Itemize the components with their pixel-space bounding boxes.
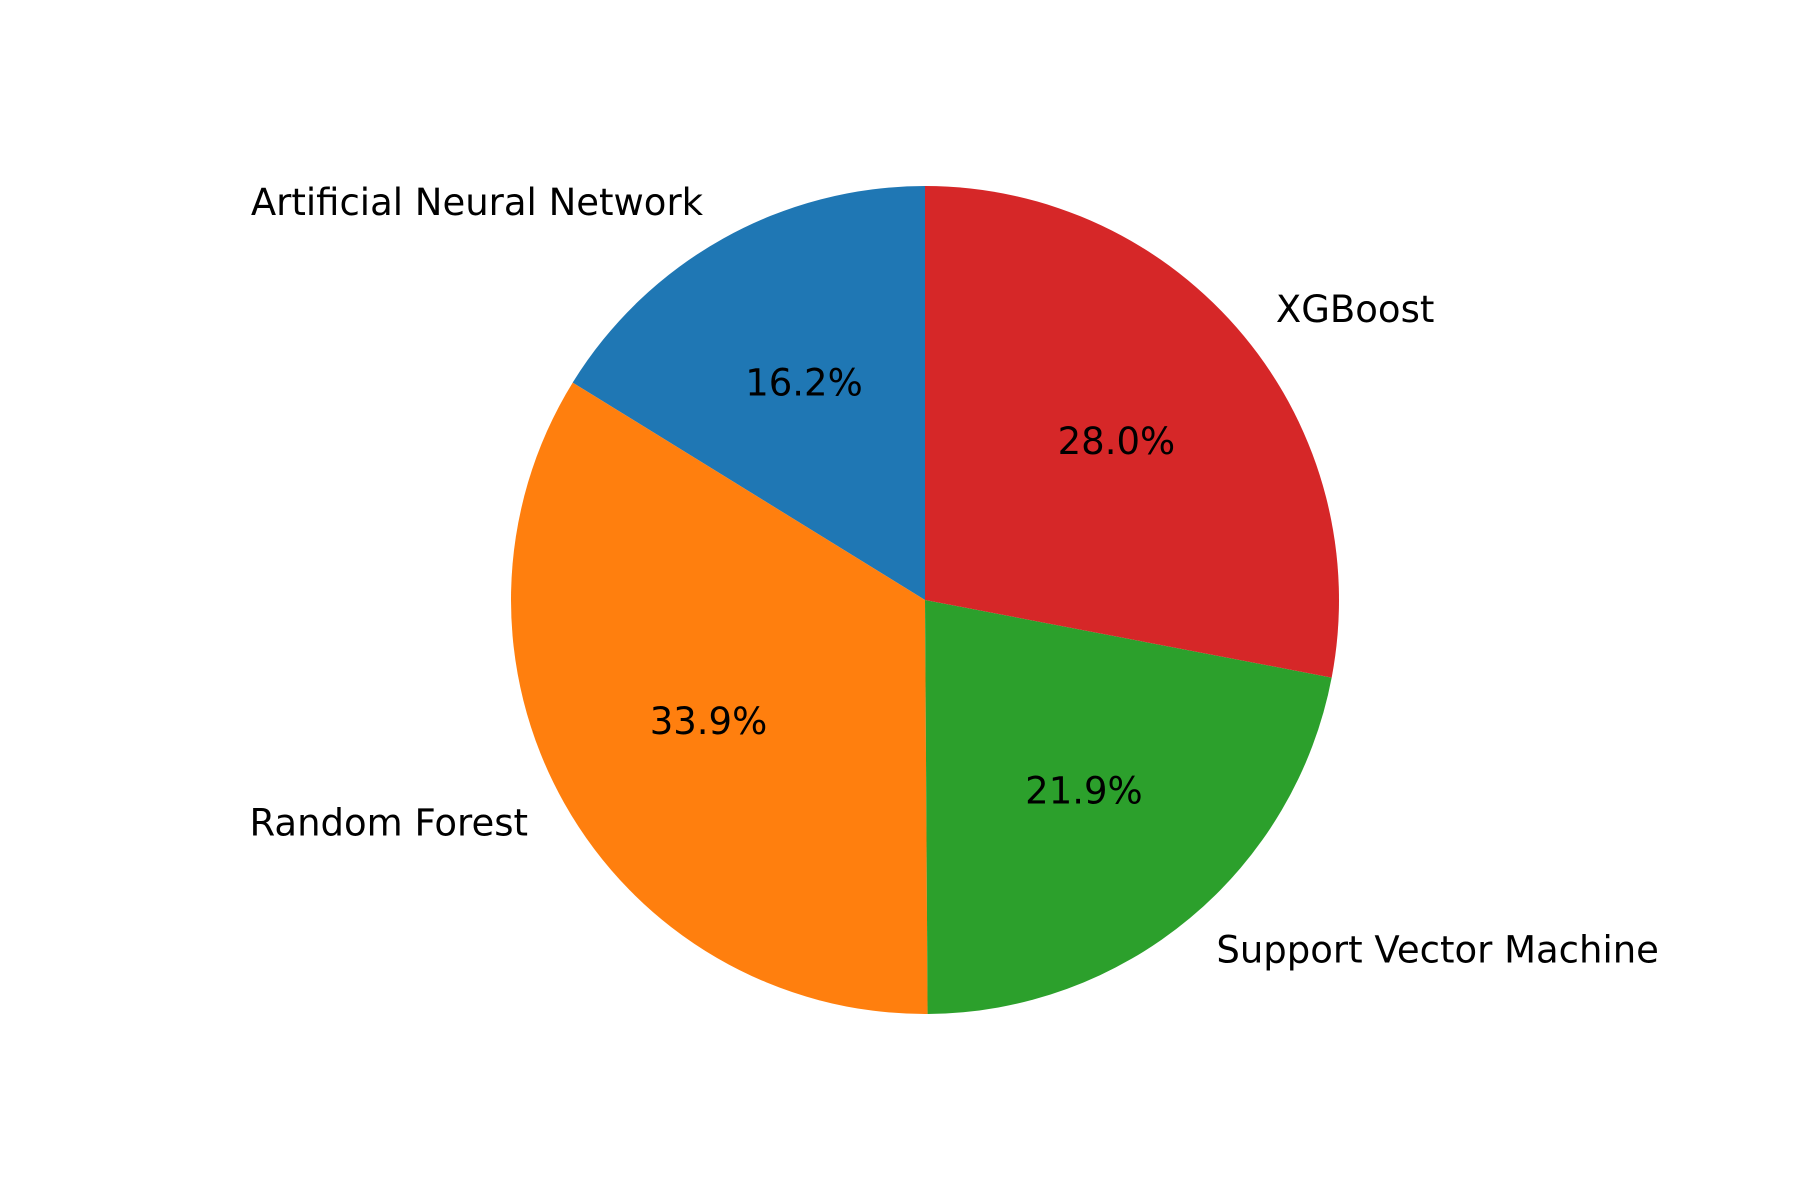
category-label-artificial-neural-network: Artificial Neural Network [251,181,704,224]
pie-slices [511,186,1339,1014]
slice-xgboost [925,186,1339,678]
category-label-support-vector-machine: Support Vector Machine [1216,928,1659,971]
percent-label-random-forest: 33.9% [650,700,768,743]
slice-support-vector-machine [925,600,1332,1014]
slice-random-forest [511,382,928,1014]
category-label-xgboost: XGBoost [1276,288,1434,331]
percent-labels: 16.2% 33.9% 21.9% 28.0% [650,362,1175,813]
percent-label-artificial-neural-network: 16.2% [745,362,863,405]
category-label-random-forest: Random Forest [250,802,529,845]
percent-label-xgboost: 28.0% [1058,420,1176,463]
category-labels: Artificial Neural Network Random Forest Su… [250,181,1659,972]
slice-artificial-neural-network [572,186,925,600]
percent-label-support-vector-machine: 21.9% [1025,769,1143,812]
